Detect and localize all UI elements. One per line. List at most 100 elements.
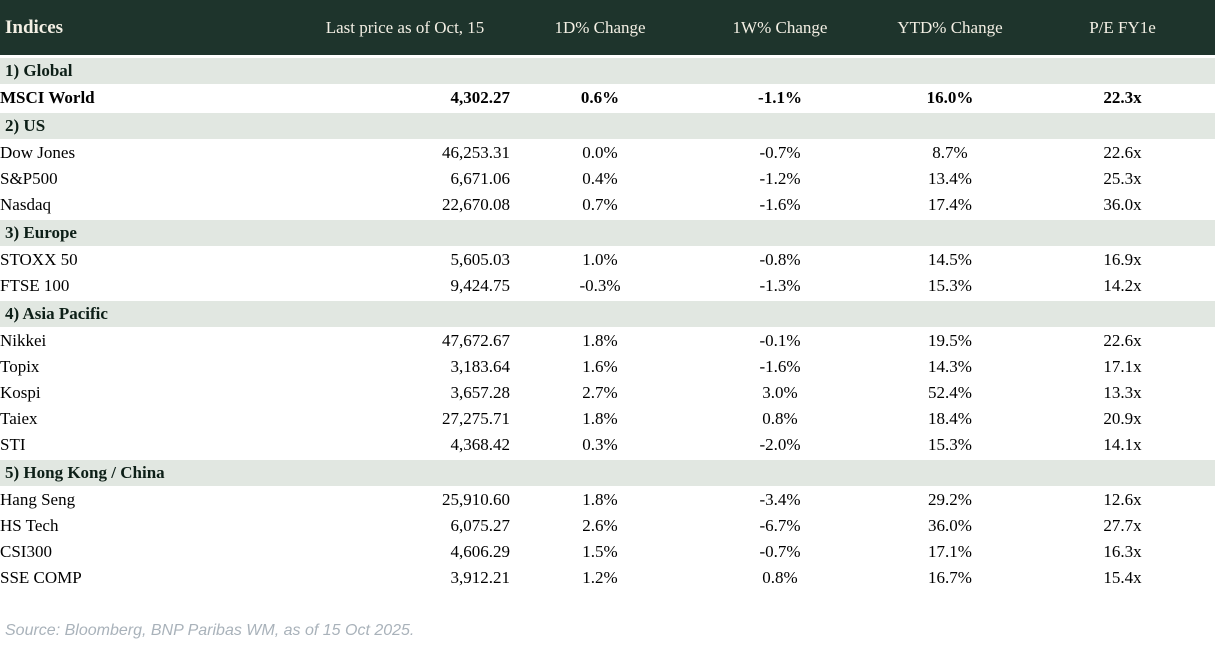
chg-1d-cell: 0.6% <box>510 84 690 112</box>
chg-1d-cell: 2.6% <box>510 513 690 539</box>
last-price-cell: 3,912.21 <box>300 565 510 591</box>
table-row: FTSE 100 9,424.75 -0.3% -1.3% 15.3% 14.2x <box>0 273 1215 300</box>
chg-1d-cell: 1.6% <box>510 354 690 380</box>
chg-1d-cell: 0.7% <box>510 192 690 219</box>
last-price-cell: 6,671.06 <box>300 166 510 192</box>
table-row: Hang Seng 25,910.60 1.8% -3.4% 29.2% 12.6x <box>0 486 1215 513</box>
chg-1w-cell: -3.4% <box>690 486 870 513</box>
table-row: S&P500 6,671.06 0.4% -1.2% 13.4% 25.3x <box>0 166 1215 192</box>
index-name-cell: MSCI World <box>0 84 300 112</box>
pe-fy1e-cell: 12.6x <box>1030 486 1215 513</box>
chg-1w-cell: -1.1% <box>690 84 870 112</box>
column-header-ytd-change: YTD% Change <box>870 0 1030 58</box>
table-row: Dow Jones 46,253.31 0.0% -0.7% 8.7% 22.6x <box>0 139 1215 166</box>
ytd-change-cell: 52.4% <box>870 380 1030 406</box>
chg-1d-cell: 0.0% <box>510 139 690 166</box>
last-price-cell: 4,302.27 <box>300 84 510 112</box>
index-name-cell: SSE COMP <box>0 565 300 591</box>
index-name-cell: HS Tech <box>0 513 300 539</box>
section-label: 3) Europe <box>0 218 1215 247</box>
last-price-cell: 47,672.67 <box>300 327 510 354</box>
chg-1w-cell: -1.6% <box>690 192 870 219</box>
index-name-cell: Nasdaq <box>0 192 300 219</box>
ytd-change-cell: 36.0% <box>870 513 1030 539</box>
section-row: 3) Europe <box>0 218 1215 247</box>
index-name-cell: Taiex <box>0 406 300 432</box>
pe-fy1e-cell: 16.9x <box>1030 246 1215 273</box>
ytd-change-cell: 13.4% <box>870 166 1030 192</box>
chg-1w-cell: -0.1% <box>690 327 870 354</box>
pe-fy1e-cell: 14.1x <box>1030 432 1215 459</box>
table-row: HS Tech 6,075.27 2.6% -6.7% 36.0% 27.7x <box>0 513 1215 539</box>
pe-fy1e-cell: 22.6x <box>1030 139 1215 166</box>
ytd-change-cell: 8.7% <box>870 139 1030 166</box>
ytd-change-cell: 16.0% <box>870 84 1030 112</box>
table-row: STOXX 50 5,605.03 1.0% -0.8% 14.5% 16.9x <box>0 246 1215 273</box>
index-name-cell: S&P500 <box>0 166 300 192</box>
pe-fy1e-cell: 15.4x <box>1030 565 1215 591</box>
index-name-cell: Topix <box>0 354 300 380</box>
table-row: SSE COMP 3,912.21 1.2% 0.8% 16.7% 15.4x <box>0 565 1215 591</box>
chg-1w-cell: -0.7% <box>690 539 870 565</box>
index-name-cell: Hang Seng <box>0 486 300 513</box>
chg-1w-cell: -1.2% <box>690 166 870 192</box>
table-row: Nasdaq 22,670.08 0.7% -1.6% 17.4% 36.0x <box>0 192 1215 219</box>
chg-1d-cell: 2.7% <box>510 380 690 406</box>
index-name-cell: STOXX 50 <box>0 246 300 273</box>
ytd-change-cell: 18.4% <box>870 406 1030 432</box>
table-row: STI 4,368.42 0.3% -2.0% 15.3% 14.1x <box>0 432 1215 459</box>
ytd-change-cell: 19.5% <box>870 327 1030 354</box>
column-header-1w-change: 1W% Change <box>690 0 870 58</box>
ytd-change-cell: 17.4% <box>870 192 1030 219</box>
ytd-change-cell: 16.7% <box>870 565 1030 591</box>
pe-fy1e-cell: 25.3x <box>1030 166 1215 192</box>
section-label: 4) Asia Pacific <box>0 299 1215 328</box>
chg-1w-cell: -2.0% <box>690 432 870 459</box>
ytd-change-cell: 29.2% <box>870 486 1030 513</box>
ytd-change-cell: 14.3% <box>870 354 1030 380</box>
section-row: 2) US <box>0 111 1215 140</box>
last-price-cell: 3,183.64 <box>300 354 510 380</box>
chg-1w-cell: -6.7% <box>690 513 870 539</box>
ytd-change-cell: 14.5% <box>870 246 1030 273</box>
indices-table: Indices Last price as of Oct, 15 1D% Cha… <box>0 0 1215 591</box>
pe-fy1e-cell: 20.9x <box>1030 406 1215 432</box>
column-header-indices: Indices <box>0 0 300 58</box>
last-price-cell: 9,424.75 <box>300 273 510 300</box>
section-label: 2) US <box>0 111 1215 140</box>
last-price-cell: 25,910.60 <box>300 486 510 513</box>
chg-1w-cell: -1.3% <box>690 273 870 300</box>
section-label: 1) Global <box>0 55 1215 85</box>
last-price-cell: 4,368.42 <box>300 432 510 459</box>
chg-1w-cell: 0.8% <box>690 406 870 432</box>
last-price-cell: 22,670.08 <box>300 192 510 219</box>
last-price-cell: 5,605.03 <box>300 246 510 273</box>
chg-1d-cell: 1.0% <box>510 246 690 273</box>
section-row: 4) Asia Pacific <box>0 299 1215 328</box>
pe-fy1e-cell: 14.2x <box>1030 273 1215 300</box>
chg-1d-cell: 0.4% <box>510 166 690 192</box>
ytd-change-cell: 15.3% <box>870 273 1030 300</box>
column-header-1d-change: 1D% Change <box>510 0 690 58</box>
chg-1d-cell: 1.8% <box>510 406 690 432</box>
pe-fy1e-cell: 13.3x <box>1030 380 1215 406</box>
table-header-row: Indices Last price as of Oct, 15 1D% Cha… <box>0 0 1215 58</box>
last-price-cell: 6,075.27 <box>300 513 510 539</box>
index-name-cell: Nikkei <box>0 327 300 354</box>
pe-fy1e-cell: 17.1x <box>1030 354 1215 380</box>
table-row: CSI300 4,606.29 1.5% -0.7% 17.1% 16.3x <box>0 539 1215 565</box>
chg-1d-cell: 0.3% <box>510 432 690 459</box>
index-name-cell: FTSE 100 <box>0 273 300 300</box>
pe-fy1e-cell: 22.6x <box>1030 327 1215 354</box>
ytd-change-cell: 17.1% <box>870 539 1030 565</box>
chg-1d-cell: 1.5% <box>510 539 690 565</box>
index-name-cell: STI <box>0 432 300 459</box>
section-row: 5) Hong Kong / China <box>0 458 1215 487</box>
chg-1d-cell: -0.3% <box>510 273 690 300</box>
chg-1w-cell: -0.7% <box>690 139 870 166</box>
last-price-cell: 4,606.29 <box>300 539 510 565</box>
chg-1w-cell: -0.8% <box>690 246 870 273</box>
pe-fy1e-cell: 22.3x <box>1030 84 1215 112</box>
table-row: Taiex 27,275.71 1.8% 0.8% 18.4% 20.9x <box>0 406 1215 432</box>
